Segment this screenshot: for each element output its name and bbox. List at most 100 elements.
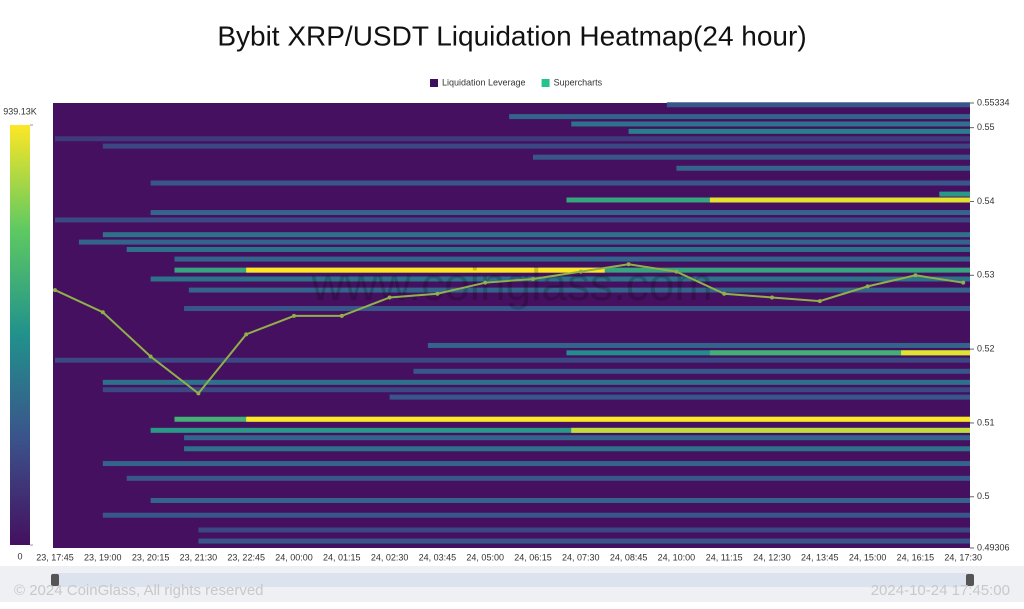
liquidation-band — [389, 394, 971, 400]
liquidation-band — [184, 446, 970, 452]
liquidation-band — [55, 217, 970, 223]
x-tick-label: 24, 17:30 — [944, 552, 982, 562]
price-point — [387, 295, 392, 300]
slider-handle[interactable] — [51, 574, 59, 586]
y-tick-label: 0.5 — [977, 491, 990, 501]
liquidation-band — [413, 368, 970, 374]
liquidation-band — [628, 128, 970, 134]
copyright: © 2024 CoinGlass, All rights reserved — [14, 582, 264, 599]
price-point — [578, 269, 583, 274]
x-tick-label: 24, 08:45 — [610, 552, 648, 562]
liquidation-band — [150, 427, 971, 433]
x-tick-label: 23, 22:45 — [227, 552, 265, 562]
y-tick-label: 0.51 — [977, 417, 995, 427]
x-tick-label: 24, 06:15 — [514, 552, 552, 562]
liquidation-band — [102, 512, 971, 518]
y-tick-label: 0.49306 — [977, 542, 1010, 552]
liquidation-band — [126, 246, 970, 252]
slider-handle[interactable] — [966, 574, 974, 586]
y-tick-label: 0.55 — [977, 122, 995, 132]
price-point — [292, 313, 296, 318]
price-point — [244, 332, 249, 337]
price-point — [435, 291, 440, 296]
legend-label: Supercharts — [554, 77, 603, 87]
price-point — [339, 313, 344, 318]
liquidation-band — [427, 342, 971, 348]
x-tick-label: 24, 05:00 — [466, 552, 504, 562]
y-tick-label: 0.55334 — [977, 97, 1010, 107]
liquidation-band — [901, 350, 970, 356]
legend-label: Liquidation Leverage — [442, 77, 526, 87]
liquidation-band — [174, 256, 970, 262]
price-point — [483, 280, 488, 285]
slider-track[interactable] — [52, 573, 972, 587]
liquidation-band — [102, 143, 971, 149]
price-point — [626, 262, 631, 267]
liquidation-band — [666, 102, 970, 108]
price-point — [817, 299, 822, 304]
liquidation-band — [102, 379, 971, 385]
liquidation-band — [55, 136, 970, 142]
legend-swatch — [541, 79, 550, 87]
liquidation-band — [150, 276, 971, 282]
price-point — [100, 310, 105, 315]
watermark: www.coinglass.com — [310, 258, 712, 310]
liquidation-band — [150, 497, 971, 503]
liquidation-band — [571, 427, 970, 433]
liquidation-band — [126, 475, 970, 481]
price-point — [722, 291, 727, 296]
liquidation-band — [709, 197, 970, 203]
x-tick-label: 24, 03:45 — [419, 552, 457, 562]
x-tick-label: 23, 19:00 — [84, 552, 122, 562]
liquidation-band — [102, 461, 971, 467]
y-tick-label: 0.53 — [977, 270, 995, 280]
liquidation-band — [102, 387, 971, 393]
price-point — [53, 288, 57, 293]
x-tick-label: 24, 01:15 — [323, 552, 361, 562]
y-tick-label: 0.52 — [977, 343, 995, 353]
liquidation-band — [188, 287, 971, 293]
price-point — [961, 280, 966, 285]
liquidation-band — [198, 538, 970, 544]
x-tick-label: 23, 17:45 — [36, 552, 74, 562]
liquidation-band — [509, 114, 970, 120]
x-tick-label: 24, 15:00 — [849, 552, 887, 562]
liquidation-band — [184, 306, 970, 312]
price-point — [531, 276, 535, 281]
liquidation-band — [150, 210, 971, 216]
y-tick-label: 0.54 — [977, 196, 995, 206]
x-tick-label: 24, 16:15 — [897, 552, 935, 562]
x-tick-label: 24, 07:30 — [562, 552, 600, 562]
liquidation-band — [184, 435, 970, 441]
liquidation-band — [533, 154, 970, 160]
price-point — [196, 391, 201, 396]
colorbar-label: 939.13K — [3, 106, 37, 116]
price-point — [770, 295, 774, 300]
liquidation-band — [102, 232, 971, 238]
liquidation-band — [78, 239, 970, 245]
price-line — [54, 263, 964, 395]
liquidation-band — [150, 180, 971, 186]
liquidation-band — [55, 357, 970, 363]
price-point — [865, 284, 870, 289]
liquidation-band — [676, 165, 970, 171]
liquidation-band — [571, 121, 970, 127]
chart-title: Bybit XRP/USDT Liquidation Heatmap(24 ho… — [217, 20, 806, 51]
liquidation-band — [939, 191, 970, 197]
x-tick-label: 24, 00:00 — [275, 552, 313, 562]
liquidation-band — [709, 350, 970, 356]
liquidation-band — [198, 527, 970, 533]
x-tick-label: 23, 20:15 — [132, 552, 170, 562]
x-tick-label: 24, 10:00 — [658, 552, 696, 562]
price-point — [148, 354, 153, 359]
plot-background — [53, 103, 970, 548]
x-tick-label: 23, 21:30 — [180, 552, 218, 562]
x-tick-label: 24, 02:30 — [371, 552, 409, 562]
liquidation-band — [246, 416, 970, 422]
x-tick-label: 24, 12:30 — [753, 552, 791, 562]
price-point — [674, 269, 679, 274]
liquidation-band — [246, 267, 605, 273]
colorbar — [10, 125, 30, 545]
